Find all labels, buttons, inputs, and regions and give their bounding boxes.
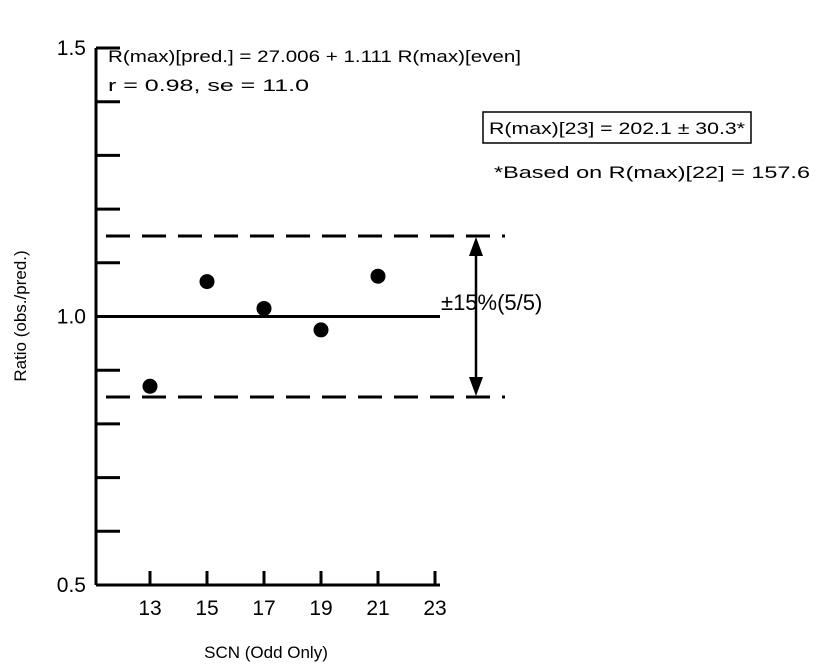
band-label: ±15%(5/5) bbox=[441, 290, 542, 315]
data-point bbox=[313, 322, 329, 338]
band-arrow-head-up bbox=[469, 236, 483, 256]
regression-equation: R(max)[pred.] = 27.006 + 1.111 R(max)[ev… bbox=[108, 47, 521, 66]
x-axis-title: SCN (Odd Only) bbox=[204, 643, 328, 662]
prediction-box-text: R(max)[23] = 202.1 ± 30.3* bbox=[489, 119, 745, 138]
y-tick-label: 1.5 bbox=[57, 37, 86, 60]
footnote: *Based on R(max)[22] = 157.6 bbox=[494, 163, 810, 182]
reference-lines bbox=[96, 234, 505, 399]
data-point bbox=[142, 378, 158, 394]
prediction-box bbox=[482, 111, 752, 144]
band-arrow bbox=[469, 236, 483, 397]
x-ticks: 13 15 17 19 21 23 bbox=[138, 571, 447, 620]
x-tick-label: 13 bbox=[138, 597, 161, 620]
x-tick-label: 17 bbox=[252, 597, 275, 620]
band-arrow-head-down bbox=[469, 377, 483, 397]
data-point bbox=[370, 268, 386, 284]
y-tick-label: 1.0 bbox=[57, 306, 86, 329]
x-tick-label: 15 bbox=[195, 597, 218, 620]
data-points bbox=[142, 268, 386, 394]
regression-stats: r = 0.98, se = 11.0 bbox=[108, 76, 309, 95]
y-tick-label: 0.5 bbox=[57, 574, 86, 597]
x-tick-label: 21 bbox=[366, 597, 389, 620]
x-tick-label: 23 bbox=[423, 597, 446, 620]
data-point bbox=[199, 274, 215, 290]
x-tick-label: 19 bbox=[309, 597, 332, 620]
y-axis-title: Ratio (obs./pred.) bbox=[11, 250, 30, 381]
data-point bbox=[256, 300, 272, 316]
